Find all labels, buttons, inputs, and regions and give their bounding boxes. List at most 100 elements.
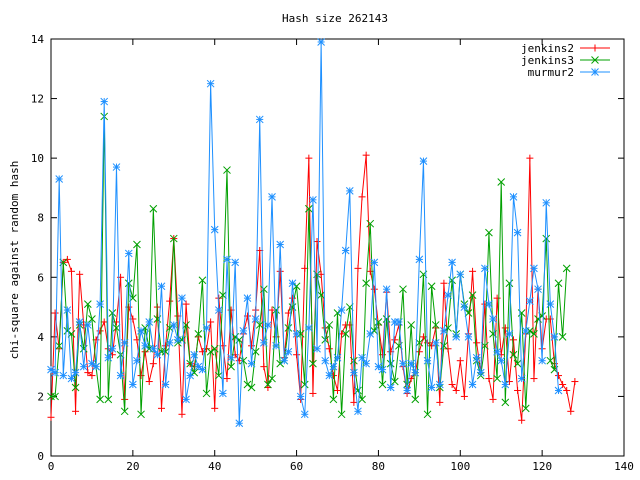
- data-point-jenkins3: [124, 279, 133, 288]
- data-point-murmur2: [145, 318, 154, 326]
- data-point-murmur2: [83, 321, 92, 329]
- data-point-murmur2: [362, 359, 371, 368]
- data-point-jenkins3: [403, 380, 411, 389]
- data-point-jenkins3: [562, 264, 571, 273]
- data-point-jenkins3: [513, 359, 522, 368]
- data-point-jenkins3: [337, 410, 346, 419]
- data-point-murmur2: [431, 338, 440, 347]
- data-point-jenkins2: [309, 389, 317, 397]
- data-point-jenkins2: [84, 369, 92, 377]
- data-point-jenkins3: [497, 178, 506, 186]
- data-point-jenkins3: [108, 309, 117, 317]
- data-point-jenkins2: [444, 345, 452, 353]
- data-point-murmur2: [317, 38, 325, 46]
- data-point-jenkins3: [300, 380, 309, 389]
- data-point-murmur2: [268, 193, 276, 201]
- data-point-jenkins3: [341, 330, 350, 338]
- data-point-jenkins2: [260, 363, 268, 371]
- data-point-jenkins2: [317, 270, 325, 278]
- y-tick-label: 10: [31, 152, 44, 165]
- data-point-jenkins2: [182, 300, 190, 308]
- data-point-murmur2: [239, 327, 248, 335]
- data-point-murmur2: [304, 324, 313, 332]
- data-point-jenkins3: [71, 383, 80, 392]
- data-point-murmur2: [374, 362, 383, 371]
- data-point-jenkins2: [293, 351, 301, 359]
- data-point-jenkins2: [391, 336, 399, 344]
- data-point-jenkins2: [419, 333, 427, 341]
- data-point-murmur2: [325, 371, 334, 380]
- data-point-murmur2: [276, 240, 285, 249]
- data-point-murmur2: [92, 362, 100, 371]
- data-point-murmur2: [505, 330, 514, 338]
- data-point-jenkins3: [55, 341, 64, 350]
- data-point-jenkins3: [243, 380, 252, 389]
- data-point-murmur2: [321, 356, 330, 365]
- data-point-jenkins3: [304, 204, 313, 213]
- data-point-murmur2: [174, 335, 182, 344]
- data-point-murmur2: [210, 225, 219, 234]
- data-point-jenkins3: [198, 276, 207, 285]
- data-point-jenkins2: [469, 267, 477, 275]
- data-point-murmur2: [370, 258, 379, 267]
- data-point-murmur2: [165, 338, 174, 347]
- data-point-murmur2: [354, 407, 362, 416]
- data-point-jenkins3: [133, 240, 141, 249]
- data-point-jenkins3: [259, 285, 268, 294]
- data-point-jenkins3: [247, 383, 256, 392]
- data-point-jenkins3: [272, 306, 280, 314]
- data-point-jenkins3: [206, 347, 215, 356]
- data-point-murmur2: [292, 330, 301, 338]
- data-point-jenkins3: [427, 282, 436, 291]
- data-point-jenkins3: [423, 410, 432, 419]
- data-point-jenkins3: [407, 321, 416, 329]
- data-point-jenkins2: [567, 407, 575, 415]
- data-point-jenkins2: [47, 413, 55, 421]
- data-point-murmur2: [141, 341, 149, 350]
- x-tick-label: 40: [208, 460, 221, 473]
- y-tick-label: 12: [31, 93, 44, 106]
- data-point-jenkins2: [112, 318, 120, 326]
- y-tick-label: 8: [37, 212, 44, 225]
- data-point-jenkins3: [161, 347, 170, 356]
- data-point-jenkins2: [559, 381, 567, 389]
- data-point-jenkins3: [51, 392, 59, 401]
- data-point-jenkins2: [366, 267, 374, 275]
- data-point-murmur2: [509, 193, 518, 201]
- data-point-murmur2: [178, 294, 186, 302]
- data-point-murmur2: [108, 344, 117, 353]
- data-point-murmur2: [71, 368, 80, 377]
- data-point-murmur2: [120, 338, 129, 347]
- data-point-jenkins3: [214, 371, 223, 380]
- data-point-jenkins3: [542, 234, 551, 243]
- data-point-murmur2: [190, 350, 199, 359]
- data-point-jenkins3: [182, 321, 190, 329]
- data-point-jenkins3: [83, 300, 92, 308]
- data-point-jenkins2: [485, 375, 493, 383]
- data-point-jenkins2: [514, 386, 522, 394]
- data-point-jenkins3: [485, 228, 493, 237]
- data-point-murmur2: [341, 246, 350, 255]
- x-tick-label: 60: [290, 460, 303, 473]
- data-point-murmur2: [399, 359, 407, 368]
- data-point-jenkins3: [292, 282, 301, 291]
- data-point-jenkins2: [223, 375, 231, 383]
- data-point-murmur2: [337, 306, 346, 314]
- x-tick-label: 0: [48, 460, 55, 473]
- data-point-murmur2: [538, 356, 546, 365]
- data-point-murmur2: [149, 344, 158, 353]
- data-point-jenkins2: [63, 255, 71, 263]
- data-point-murmur2: [100, 97, 109, 106]
- data-point-jenkins3: [120, 407, 129, 416]
- plot-area: [50, 38, 625, 457]
- data-point-murmur2: [382, 285, 391, 294]
- data-point-murmur2: [423, 356, 432, 365]
- data-point-murmur2: [464, 333, 473, 341]
- data-point-jenkins3: [239, 356, 248, 365]
- data-point-murmur2: [231, 258, 240, 267]
- data-point-murmur2: [133, 356, 141, 365]
- data-point-murmur2: [243, 294, 252, 302]
- data-point-murmur2: [526, 297, 534, 305]
- data-point-murmur2: [202, 324, 211, 332]
- data-point-murmur2: [47, 365, 55, 374]
